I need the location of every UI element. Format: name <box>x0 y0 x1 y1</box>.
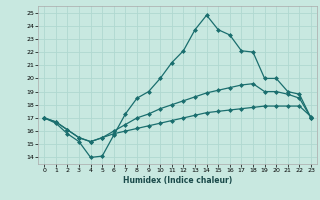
X-axis label: Humidex (Indice chaleur): Humidex (Indice chaleur) <box>123 176 232 185</box>
